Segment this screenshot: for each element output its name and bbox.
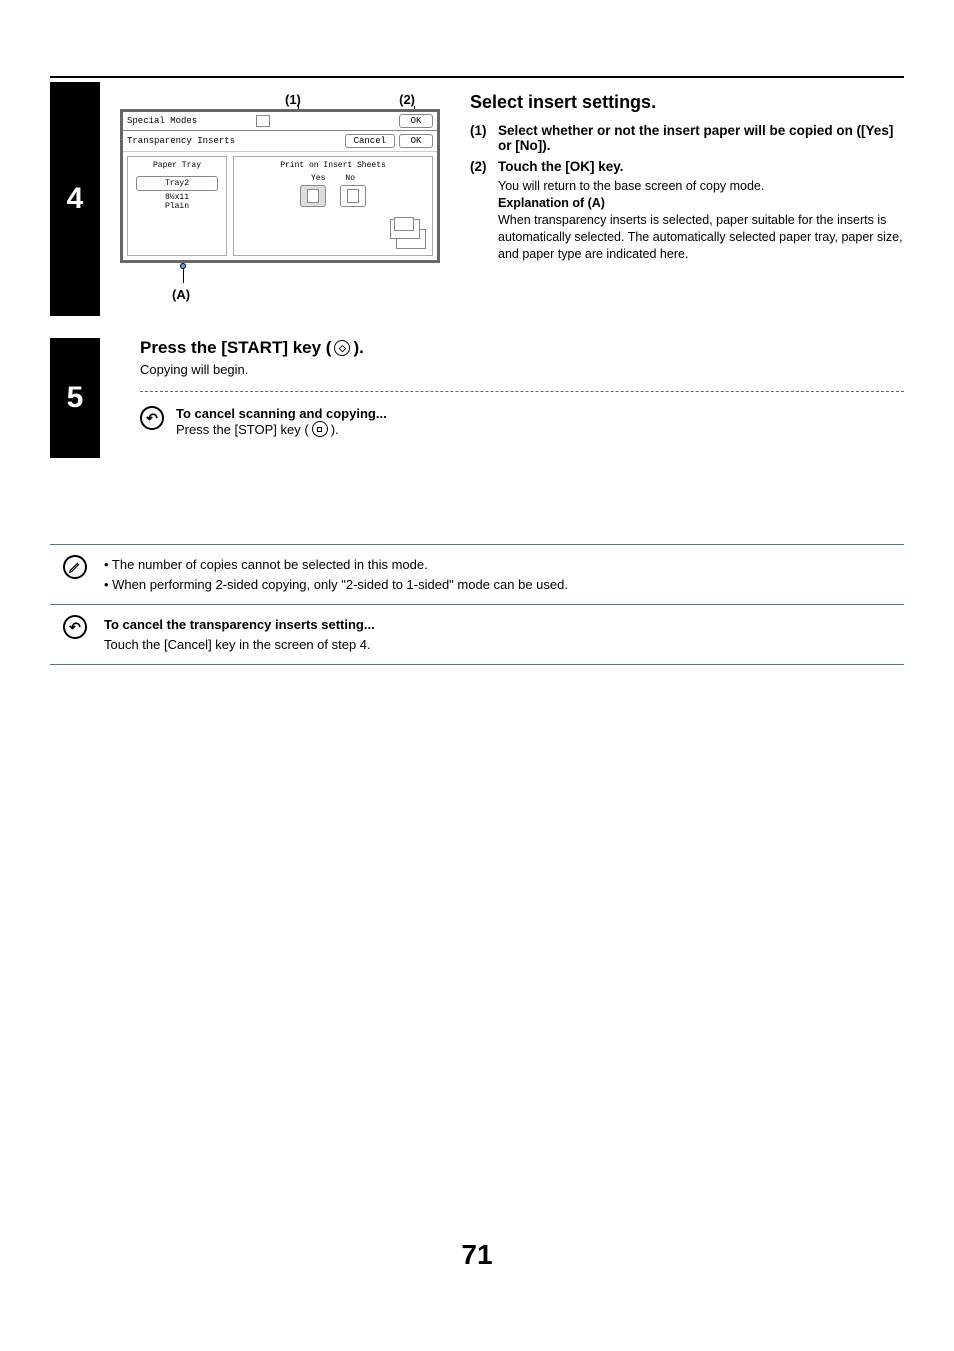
yes-no-labels: Yes No (238, 174, 428, 183)
back-icon-2: ↶ (63, 615, 87, 639)
cancel-scan-title: To cancel scanning and copying... (176, 406, 387, 421)
tray-type: Plain (132, 202, 222, 211)
step-5-cancel-text: To cancel scanning and copying... Press … (176, 406, 387, 437)
notes-block: • The number of copies cannot be selecte… (50, 544, 904, 665)
page-number: 71 (0, 1239, 954, 1271)
item-2-lead: Touch the [OK] key. (498, 159, 904, 174)
cancel-body-pre: Press the [STOP] key ( (176, 422, 309, 437)
step-4-heading: Select insert settings. (470, 92, 904, 113)
stop-key-icon (312, 421, 328, 437)
callout-a-pointer (180, 263, 186, 283)
pencil-icon (63, 555, 87, 579)
note-body-2: To cancel the transparency inserts setti… (100, 615, 904, 654)
step-5-heading-pre: Press the [START] key ( (140, 338, 331, 358)
screen-subtitle-row: Transparency Inserts Cancel OK (123, 131, 437, 152)
cancel-body-post: ). (331, 422, 339, 437)
print-insert-panel: Print on Insert Sheets Yes No (233, 156, 433, 256)
screen-titlebar: Special Modes OK (123, 112, 437, 131)
step-4-row: 4 (1) (2) Special Mo (50, 82, 904, 316)
start-key-icon: ◇ (334, 340, 350, 356)
screen-subtitle: Transparency Inserts (127, 136, 341, 146)
note-bullet-2: • When performing 2-sided copying, only … (104, 575, 904, 595)
device-screen: Special Modes OK Transparency Inserts Ca… (120, 109, 440, 263)
tray-size: 8½x11 (132, 193, 222, 202)
mode-icon (256, 115, 270, 127)
tray-name[interactable]: Tray2 (136, 176, 218, 191)
screen-body: Paper Tray Tray2 8½x11 Plain Print on In… (123, 152, 437, 260)
ok-button-2[interactable]: OK (399, 134, 433, 148)
printer-icon (382, 215, 426, 249)
pencil-svg (68, 560, 82, 574)
device-screenshot-area: (1) (2) Special Modes (100, 82, 460, 316)
step-5-content: Press the [START] key ( ◇ ). Copying wil… (100, 338, 904, 458)
yes-label: Yes (311, 174, 325, 183)
callout-1-label: (1) (285, 92, 301, 107)
note-body-1: • The number of copies cannot be selecte… (100, 555, 904, 594)
item-1-text: Select whether or not the insert paper w… (498, 123, 904, 153)
item-1-num: (1) (470, 123, 498, 153)
item-2-p1: You will return to the base screen of co… (498, 179, 764, 193)
yes-button[interactable] (300, 185, 326, 207)
step-4-text: Select insert settings. (1) Select wheth… (460, 82, 904, 316)
yes-no-buttons (238, 185, 428, 207)
screen-title: Special Modes (127, 116, 252, 126)
item-2-body: Touch the [OK] key. You will return to t… (498, 159, 904, 262)
callout-a-label: (A) (172, 287, 190, 302)
item-2-details: You will return to the base screen of co… (498, 178, 904, 262)
step-5-number: 5 (50, 338, 100, 458)
note-icon-cell-2: ↶ (50, 615, 100, 639)
cancel-button[interactable]: Cancel (345, 134, 395, 148)
paper-tray-title: Paper Tray (132, 161, 222, 170)
callout-2-label: (2) (399, 92, 415, 107)
top-rule (50, 76, 904, 78)
note-row-2: ↶ To cancel the transparency inserts set… (50, 605, 904, 665)
step-5-cancel-row: ↶ To cancel scanning and copying... Pres… (140, 406, 904, 437)
no-button[interactable] (340, 185, 366, 207)
step-4-item-1: (1) Select whether or not the insert pap… (470, 123, 904, 153)
item-2-bold: Explanation of (A) (498, 196, 605, 210)
note-bullet-1: • The number of copies cannot be selecte… (104, 555, 904, 575)
doc-icon (307, 189, 319, 203)
step-4-item-2: (2) Touch the [OK] key. You will return … (470, 159, 904, 262)
step-5-heading: Press the [START] key ( ◇ ). (140, 338, 904, 358)
step-4-number: 4 (50, 82, 100, 316)
callout-row-top: (1) (2) (125, 92, 435, 107)
page-content: 4 (1) (2) Special Mo (0, 0, 954, 665)
print-insert-title: Print on Insert Sheets (238, 161, 428, 170)
step-5-row: 5 Press the [START] key ( ◇ ). Copying w… (50, 338, 904, 458)
item-1-body: Select whether or not the insert paper w… (498, 123, 904, 153)
cancel-setting-body: Touch the [Cancel] key in the screen of … (104, 635, 904, 655)
step-4-content: (1) (2) Special Modes (100, 82, 904, 316)
note-icon-cell-1 (50, 555, 100, 579)
dashed-divider (140, 391, 904, 392)
step-5-heading-post: ). (353, 338, 363, 358)
item-2-p2: When transparency inserts is selected, p… (498, 213, 903, 261)
cancel-setting-title: To cancel the transparency inserts setti… (104, 615, 904, 635)
note-row-1: • The number of copies cannot be selecte… (50, 544, 904, 605)
cancel-scan-body: Press the [STOP] key ( ). (176, 421, 387, 437)
step-5-sub: Copying will begin. (140, 362, 904, 377)
doc-icon (347, 189, 359, 203)
step-4-list: (1) Select whether or not the insert pap… (470, 123, 904, 262)
paper-tray-panel: Paper Tray Tray2 8½x11 Plain (127, 156, 227, 256)
ok-button-1[interactable]: OK (399, 114, 433, 128)
no-label: No (345, 174, 355, 183)
item-2-num: (2) (470, 159, 498, 262)
back-icon: ↶ (140, 406, 164, 430)
